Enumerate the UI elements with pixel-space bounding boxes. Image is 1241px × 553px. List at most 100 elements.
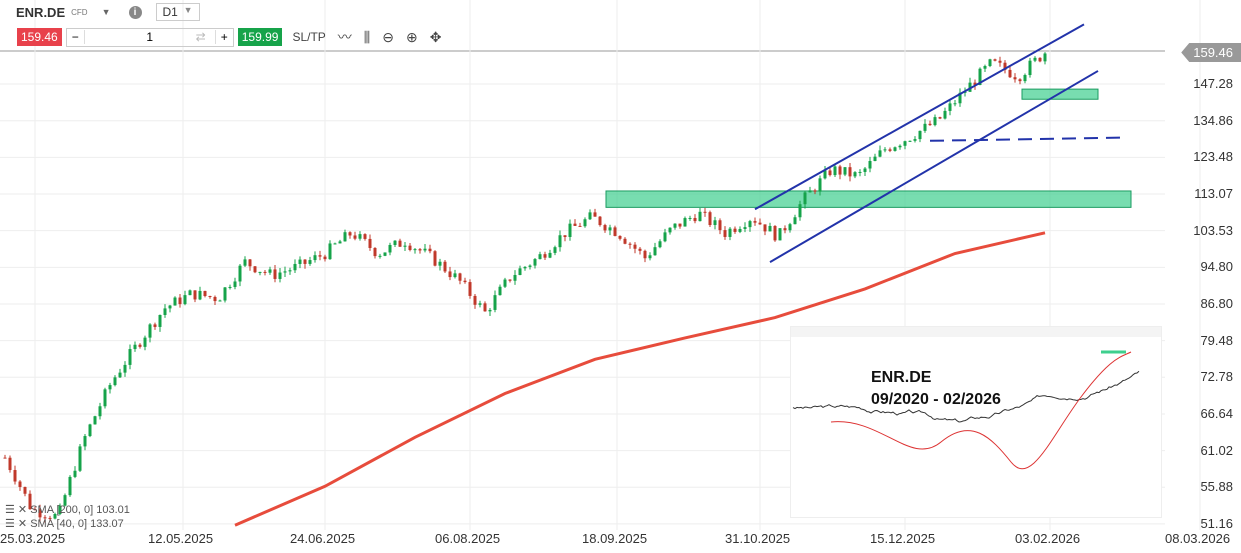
candle — [848, 167, 852, 177]
candle — [733, 228, 737, 232]
channel-lower-line — [769, 70, 1099, 263]
candle — [518, 268, 522, 275]
candle — [228, 286, 232, 288]
candle — [128, 349, 132, 365]
inset-toolbar — [791, 327, 1161, 337]
swap-icon[interactable]: ⇄ — [195, 30, 206, 44]
zoom-out-icon[interactable]: ⊖ — [382, 28, 394, 45]
date-tick: 03.02.2026 — [1015, 531, 1081, 546]
candle — [423, 248, 427, 251]
candle — [783, 228, 787, 231]
price-tick: 61.02 — [1200, 442, 1233, 458]
candle — [498, 286, 502, 296]
candle — [598, 216, 602, 226]
info-icon[interactable]: i — [128, 5, 142, 19]
candle — [148, 324, 152, 338]
candle — [693, 217, 697, 222]
candle — [143, 337, 147, 347]
sltp-button[interactable]: SL/TP — [292, 30, 326, 44]
candle — [918, 130, 922, 140]
candle — [473, 295, 477, 305]
candle — [388, 244, 392, 253]
candle — [333, 243, 337, 245]
candle — [678, 223, 682, 227]
decrease-button[interactable]: − — [71, 30, 79, 44]
candlestick-icon[interactable]: ⫼ — [363, 28, 371, 45]
candle — [603, 225, 607, 231]
candle — [763, 224, 767, 232]
candle — [448, 271, 452, 278]
line-chart-icon[interactable]: 〰 — [337, 29, 352, 45]
candle — [178, 297, 182, 305]
candle — [1028, 60, 1032, 76]
candle — [913, 139, 917, 141]
candle — [353, 235, 357, 239]
candle — [508, 279, 512, 281]
candle — [798, 204, 802, 218]
candle — [593, 212, 597, 217]
date-tick: 25.03.2025 — [0, 531, 66, 546]
candle — [503, 279, 507, 287]
candle — [623, 238, 627, 244]
candle — [298, 259, 302, 264]
candle — [773, 225, 777, 241]
candle — [543, 254, 547, 258]
candle — [348, 232, 352, 236]
candle — [303, 259, 307, 264]
candle — [533, 259, 537, 266]
candle — [888, 149, 892, 151]
sell-button[interactable]: 159.46 — [17, 28, 62, 46]
increase-button[interactable]: + — [220, 30, 228, 44]
candle — [713, 220, 717, 226]
candle — [648, 255, 652, 259]
candle — [163, 308, 167, 315]
candle — [93, 416, 97, 425]
inset-symbol: ENR.DE — [871, 369, 932, 386]
legend-text: SMA [200, 0] 103.01 — [30, 504, 130, 516]
candle — [728, 228, 732, 237]
candle — [658, 241, 662, 248]
chevron-down-icon[interactable]: ▼ — [101, 7, 111, 17]
quantity-stepper[interactable]: − 1 ⇄ + — [65, 27, 234, 47]
candle — [213, 296, 217, 302]
move-icon[interactable]: ✥ — [429, 28, 442, 45]
current-price-label: 159.46 — [1181, 43, 1241, 62]
candle — [778, 228, 782, 241]
candle — [378, 255, 382, 257]
candle — [933, 117, 937, 126]
candle — [923, 123, 927, 131]
date-tick: 12.05.2025 — [148, 531, 214, 546]
candle — [408, 245, 412, 250]
candle — [38, 509, 42, 518]
chevron-down-icon: ▼ — [183, 5, 193, 15]
candle — [358, 234, 362, 239]
candle — [293, 263, 297, 271]
date-tick: 06.08.2025 — [435, 531, 501, 546]
buy-button[interactable]: 159.99 — [237, 28, 283, 46]
legend-sma40[interactable]: ☰ ✕ SMA [40, 0] 133.07 — [5, 518, 124, 530]
zoom-in-icon[interactable]: ⊕ — [405, 28, 418, 45]
price-tick: 55.88 — [1200, 479, 1233, 495]
candle — [468, 282, 472, 296]
candle — [43, 517, 47, 519]
candle — [998, 60, 1002, 63]
candle — [908, 140, 912, 142]
candle — [553, 247, 557, 253]
candle — [273, 269, 277, 279]
candle — [528, 265, 532, 267]
quantity-input[interactable]: 1 ⇄ — [83, 30, 216, 44]
candle — [758, 222, 762, 225]
candle — [863, 168, 867, 172]
symbol[interactable]: ENR.DE — [16, 4, 66, 20]
date-tick: 15.12.2025 — [870, 531, 936, 546]
legend-sma200[interactable]: ☰ ✕ SMA [200, 0] 103.01 — [5, 504, 130, 516]
timeframe-select[interactable]: D1 ▼ — [155, 3, 200, 21]
candle — [458, 273, 462, 281]
candle — [878, 150, 882, 157]
candle — [13, 470, 17, 482]
candle — [688, 217, 692, 219]
candle — [398, 240, 402, 247]
candle — [803, 192, 807, 205]
candle — [248, 259, 252, 267]
